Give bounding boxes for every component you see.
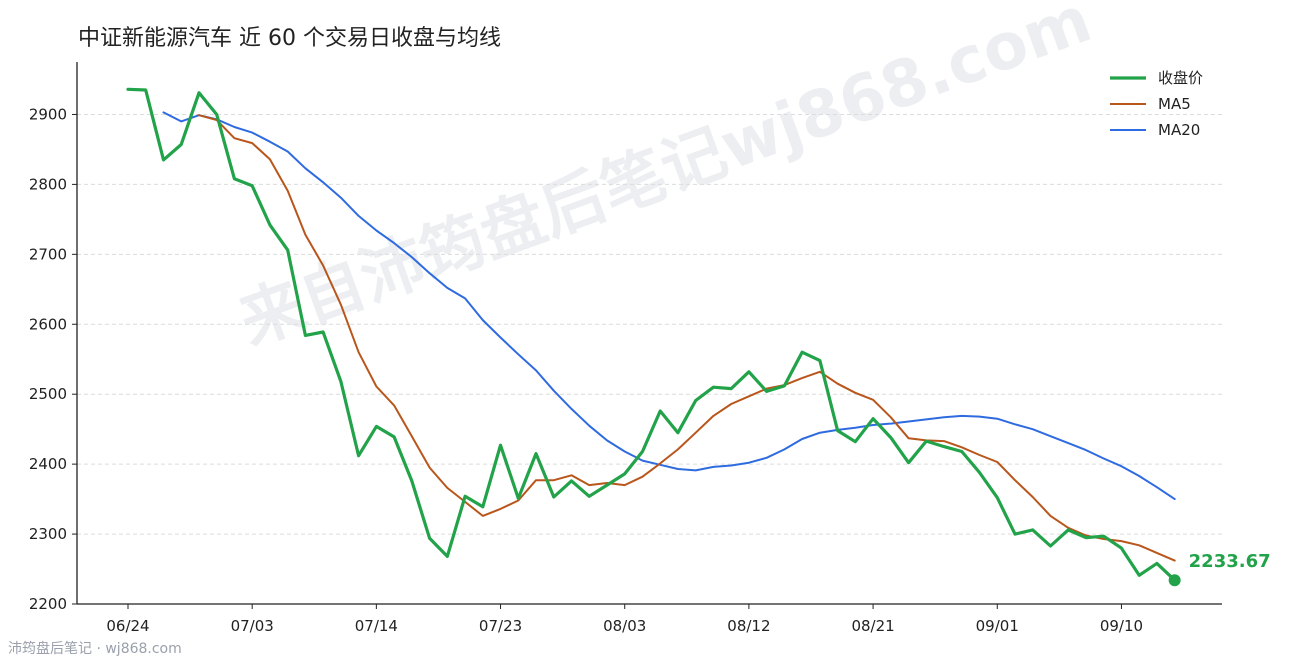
y-tick-label: 2400 xyxy=(29,455,67,473)
x-tick-label: 08/21 xyxy=(851,617,894,635)
last-close-marker xyxy=(1168,574,1181,587)
y-tick-label: 2700 xyxy=(29,245,67,263)
x-tick-label: 08/03 xyxy=(603,617,646,635)
x-tick-label: 08/12 xyxy=(727,617,770,635)
y-tick-label: 2600 xyxy=(29,315,67,333)
y-tick-label: 2900 xyxy=(29,105,67,123)
x-tick-label: 07/03 xyxy=(231,617,274,635)
grid xyxy=(77,113,1222,535)
axes-lines xyxy=(76,62,1222,605)
y-tick-label: 2300 xyxy=(29,525,67,543)
series-line-close xyxy=(126,87,1177,582)
x-tick-label: 07/23 xyxy=(479,617,522,635)
series-line-ma5 xyxy=(198,114,1176,562)
x-tick-label: 07/14 xyxy=(355,617,398,635)
y-tick-label: 2500 xyxy=(29,385,67,403)
watermark-diagonal-text: 来自沛筠盘后笔记wj868.com xyxy=(230,0,1101,360)
legend-label: MA5 xyxy=(1158,95,1191,113)
legend: 收盘价 MA5 MA20 xyxy=(1110,69,1203,139)
legend-label: MA20 xyxy=(1158,121,1200,139)
x-tick-label: 06/24 xyxy=(106,617,149,635)
last-close-label: 2233.67 xyxy=(1189,551,1271,572)
annotations: 2233.67 xyxy=(1168,551,1271,587)
y-tick-label: 2200 xyxy=(29,595,67,613)
legend-label: 收盘价 xyxy=(1158,69,1203,87)
y-tick-label: 2800 xyxy=(29,175,67,193)
series-line-ma20 xyxy=(162,111,1176,501)
footer-watermark: 沛筠盘后笔记 · wj868.com xyxy=(8,641,182,657)
chart-title: 中证新能源汽车 近 60 个交易日收盘与均线 xyxy=(78,26,501,51)
x-axis: 06/24 07/03 07/14 07/23 08/03 08/12 08/21 09/01… xyxy=(106,604,1143,635)
y-axis: 2200 2300 2400 2500 2600 2700 2800 2900 xyxy=(29,105,77,613)
x-tick-label: 09/10 xyxy=(1100,617,1143,635)
series-group xyxy=(126,87,1177,582)
x-tick-label: 09/01 xyxy=(976,617,1019,635)
